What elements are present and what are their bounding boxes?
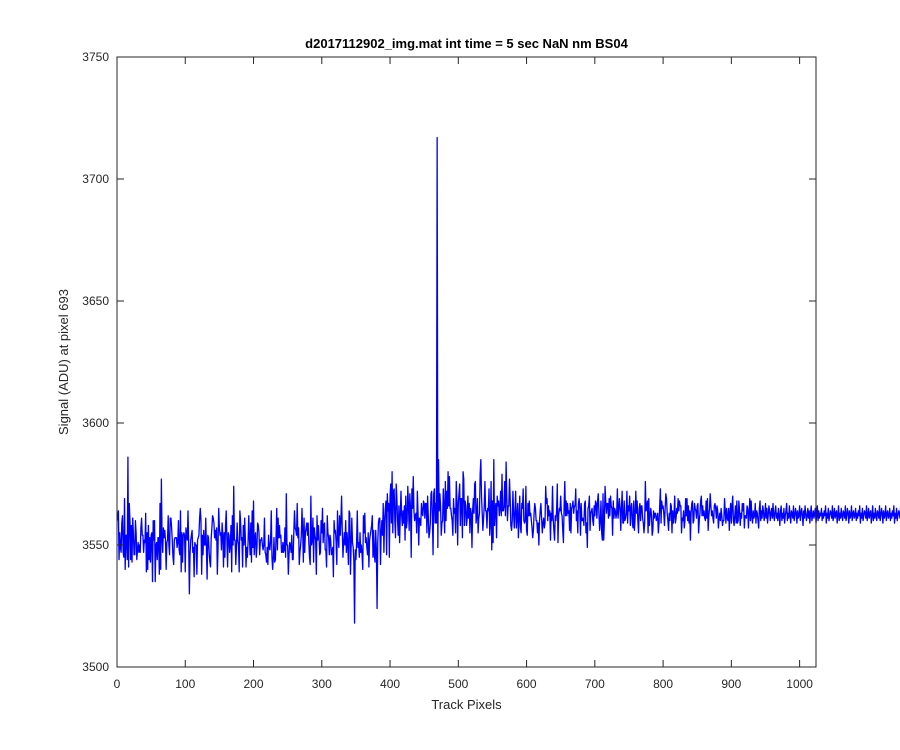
x-axis-ticks: 0 100 200 300 400 500 600 700 800 900 1000 (114, 57, 813, 691)
x-tick-label: 300 (312, 677, 332, 691)
plot-area (117, 57, 816, 667)
x-tick-label: 600 (517, 677, 537, 691)
axes-box (116, 56, 817, 668)
x-tick-label: 900 (721, 677, 741, 691)
y-axis-label: Signal (ADU) at pixel 693 (56, 289, 71, 435)
series-line-1 (117, 136, 900, 624)
y-tick-label: 3700 (82, 172, 109, 186)
x-tick-label: 100 (175, 677, 195, 691)
x-axis-label: Track Pixels (431, 697, 502, 712)
x-tick-label: 800 (653, 677, 673, 691)
y-tick-label: 3600 (82, 416, 109, 430)
y-tick-label: 3500 (82, 660, 109, 674)
x-tick-label: 1000 (786, 677, 813, 691)
x-tick-label: 0 (114, 677, 121, 691)
x-tick-label: 500 (448, 677, 468, 691)
y-tick-label: 3750 (82, 50, 109, 64)
x-tick-label: 700 (585, 677, 605, 691)
series-layer (117, 136, 900, 624)
x-tick-label: 400 (380, 677, 400, 691)
x-tick-label: 200 (244, 677, 264, 691)
chart-title: d2017112902_img.mat int time = 5 sec NaN… (305, 36, 628, 51)
y-tick-label: 3550 (82, 538, 109, 552)
y-tick-label: 3650 (82, 294, 109, 308)
y-axis-ticks: 3500 3550 3600 3650 3700 3750 (82, 50, 816, 674)
